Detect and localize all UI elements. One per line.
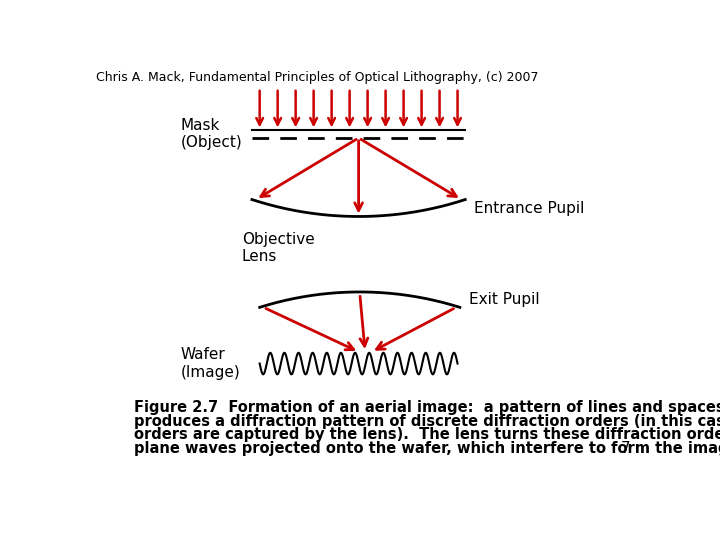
Text: Objective
Lens: Objective Lens [242,232,315,264]
Text: 7: 7 [621,441,631,456]
Text: Figure 2.7  Formation of an aerial image:  a pattern of lines and spaces: Figure 2.7 Formation of an aerial image:… [134,400,720,415]
Text: orders are captured by the lens).  The lens turns these diffraction orders into: orders are captured by the lens). The le… [134,428,720,442]
Text: Exit Pupil: Exit Pupil [469,292,540,307]
Text: Entrance Pupil: Entrance Pupil [474,200,585,215]
Text: Wafer
(Image): Wafer (Image) [180,347,240,380]
Text: plane waves projected onto the wafer, which interfere to form the image.: plane waves projected onto the wafer, wh… [134,441,720,456]
Text: produces a diffraction pattern of discrete diffraction orders (in this case, thr: produces a diffraction pattern of discre… [134,414,720,429]
Text: Chris A. Mack, Fundamental Principles of Optical Lithography, (c) 2007: Chris A. Mack, Fundamental Principles of… [96,71,538,84]
Text: Mask
(Object): Mask (Object) [180,118,242,150]
